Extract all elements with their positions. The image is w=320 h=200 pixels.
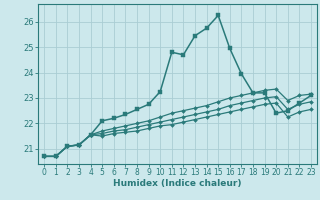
X-axis label: Humidex (Indice chaleur): Humidex (Indice chaleur) bbox=[113, 179, 242, 188]
